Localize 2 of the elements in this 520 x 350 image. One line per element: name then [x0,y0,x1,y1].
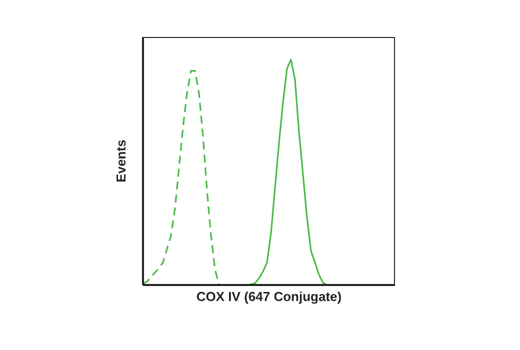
y-axis-title: Events [114,140,129,182]
x-axis-title: COX IV (647 Conjugate) [196,289,342,304]
